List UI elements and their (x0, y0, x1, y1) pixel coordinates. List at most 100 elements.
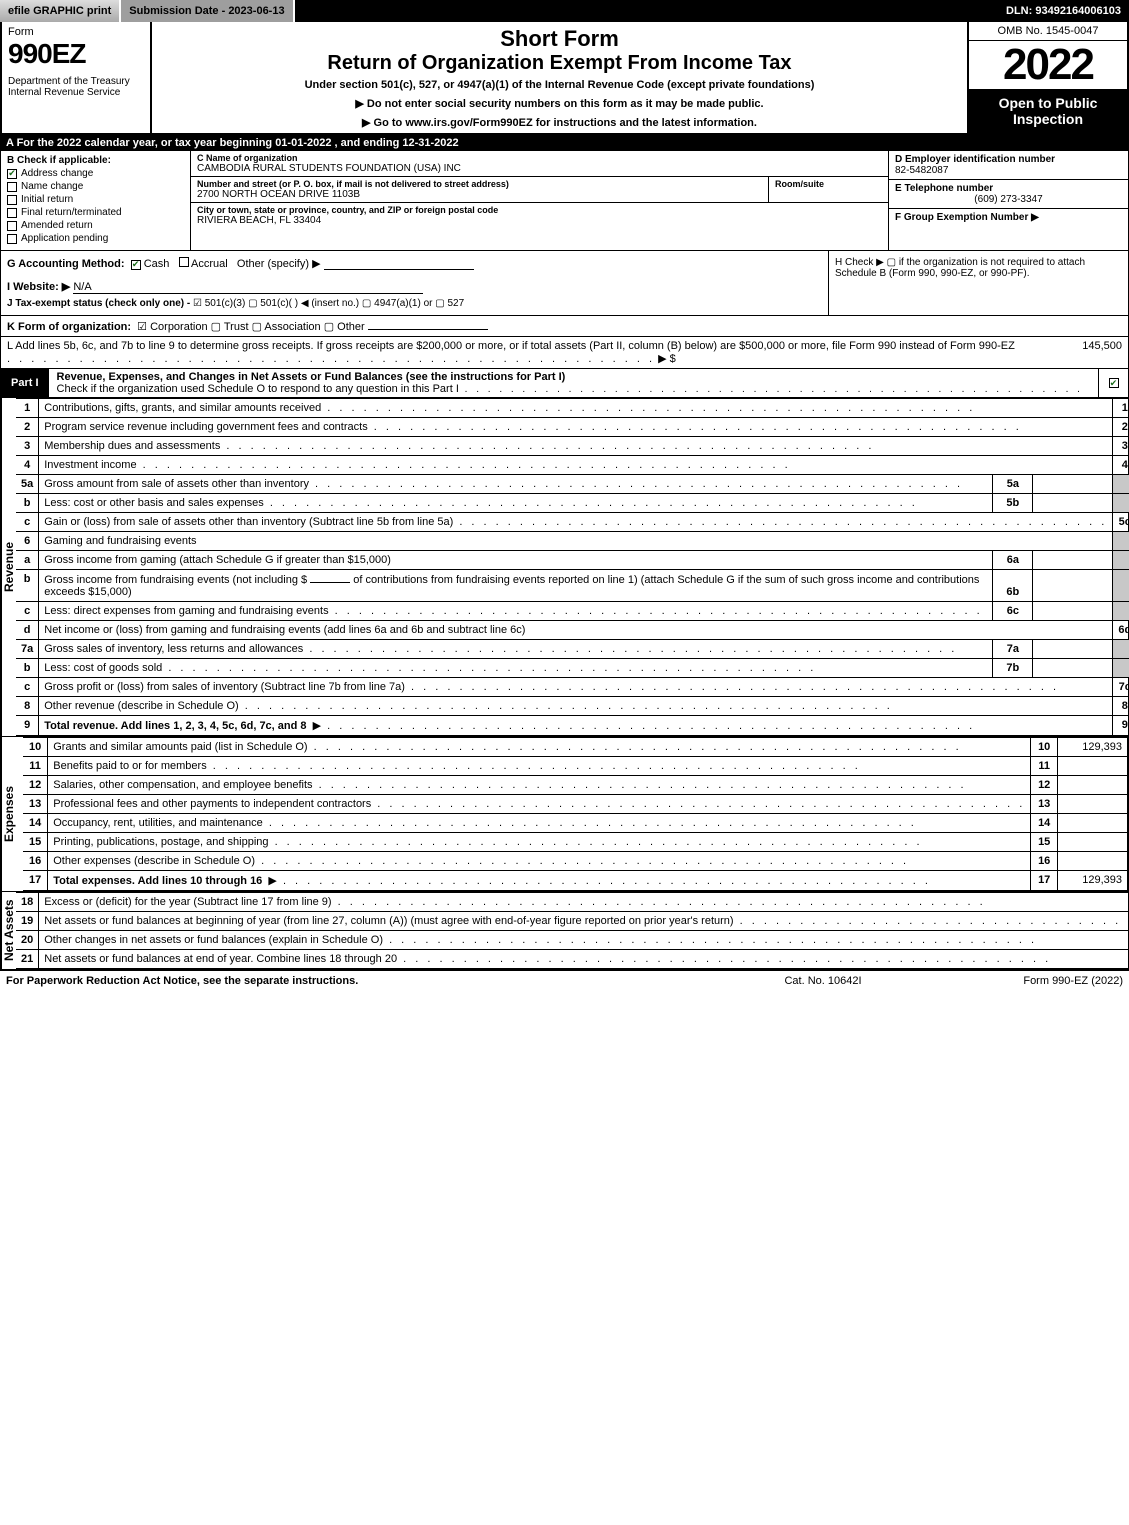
line-ref: 11 (1031, 757, 1058, 776)
line-17: 17Total expenses. Add lines 10 through 1… (23, 871, 1128, 891)
chk-final-return[interactable]: Final return/terminated (7, 207, 184, 218)
expenses-table: 10Grants and similar amounts paid (list … (23, 737, 1128, 891)
line-1: 1Contributions, gifts, grants, and simil… (16, 399, 1129, 418)
checkbox-icon (7, 221, 17, 231)
line-ref: 6d (1113, 621, 1129, 640)
line-num: 14 (23, 814, 48, 833)
col-b-checkboxes: B Check if applicable: Address change Na… (1, 151, 191, 250)
row-i-inline: I Website: ▶ N/A (7, 280, 822, 294)
line-ref: 2 (1113, 418, 1129, 437)
l-text: L Add lines 5b, 6c, and 7b to line 9 to … (7, 340, 1022, 365)
f-label: F Group Exemption Number ▶ (895, 212, 1122, 223)
line-desc: Investment income (39, 456, 1113, 475)
line-11: 11Benefits paid to or for members11 (23, 757, 1128, 776)
chk-application-pending[interactable]: Application pending (7, 233, 184, 244)
chk-name-change[interactable]: Name change (7, 181, 184, 192)
sub-ref: 5a (993, 475, 1033, 494)
line-desc: Total expenses. Add lines 10 through 16 … (48, 871, 1031, 891)
part1-title-cell: Revenue, Expenses, and Changes in Net As… (49, 369, 1098, 397)
b-label: B Check if applicable: (7, 155, 184, 166)
part1-title: Revenue, Expenses, and Changes in Net As… (57, 371, 566, 383)
grey-cell (1113, 640, 1129, 659)
grey-cell (1113, 532, 1129, 551)
line-num: 7a (16, 640, 39, 659)
row-gh: G Accounting Method: Cash Accrual Other … (0, 251, 1129, 316)
line-ref: 12 (1031, 776, 1058, 795)
chk-accrual[interactable] (179, 257, 189, 267)
sub-ref: 6c (993, 602, 1033, 621)
sub-value (1033, 475, 1113, 494)
j-options: ☑ 501(c)(3) ▢ 501(c)( ) ◀ (insert no.) ▢… (193, 298, 464, 309)
top-bar: efile GRAPHIC print Submission Date - 20… (0, 0, 1129, 22)
c-city-cell: City or town, state or province, country… (191, 203, 888, 228)
line-ref: 8 (1113, 697, 1129, 716)
line-21: 21Net assets or fund balances at end of … (16, 950, 1129, 969)
c-street-row: Number and street (or P. O. box, if mail… (191, 177, 888, 203)
sub-value (1033, 640, 1113, 659)
d-ein-cell: D Employer identification number 82-5482… (889, 151, 1128, 180)
footer-form: Form 990-EZ (2022) (923, 975, 1123, 987)
efile-print-label[interactable]: efile GRAPHIC print (0, 0, 121, 22)
line-6: 6Gaming and fundraising events (16, 532, 1129, 551)
line-desc: Gross sales of inventory, less returns a… (39, 640, 993, 659)
instr-ssn: ▶ Do not enter social security numbers o… (162, 97, 957, 110)
form-header: Form 990EZ Department of the Treasury In… (0, 22, 1129, 135)
line-7a: 7aGross sales of inventory, less returns… (16, 640, 1129, 659)
line-20: 20Other changes in net assets or fund ba… (16, 931, 1129, 950)
k-options: ☑ Corporation ▢ Trust ▢ Association ▢ Ot… (137, 321, 365, 333)
checkbox-icon (7, 208, 17, 218)
grey-cell (1113, 602, 1129, 621)
g-other-label: Other (specify) ▶ (237, 258, 321, 270)
line-desc: Gain or (loss) from sale of assets other… (39, 513, 1113, 532)
part1-schedule-o-check[interactable] (1098, 369, 1128, 397)
line-num: 21 (16, 950, 39, 969)
chk-label: Initial return (21, 194, 73, 205)
line-num: 8 (16, 697, 39, 716)
line-num: 20 (16, 931, 39, 950)
d-label: D Employer identification number (895, 154, 1122, 165)
line-ref: 4 (1113, 456, 1129, 475)
line-value (1058, 776, 1128, 795)
line-ref: 14 (1031, 814, 1058, 833)
instr-goto: ▶ Go to www.irs.gov/Form990EZ for instru… (162, 116, 957, 129)
line-8: 8Other revenue (describe in Schedule O)8 (16, 697, 1129, 716)
line-desc: Printing, publications, postage, and shi… (48, 833, 1031, 852)
line-7c: cGross profit or (loss) from sales of in… (16, 678, 1129, 697)
chk-amended-return[interactable]: Amended return (7, 220, 184, 231)
line-num: b (16, 494, 39, 513)
k-other-blank[interactable] (368, 319, 488, 330)
grey-cell (1113, 494, 1129, 513)
line-num: 2 (16, 418, 39, 437)
grey-cell (1113, 475, 1129, 494)
sub-ref: 6a (993, 551, 1033, 570)
line-3: 3Membership dues and assessments3 (16, 437, 1129, 456)
line-desc: Net income or (loss) from gaming and fun… (39, 621, 1113, 640)
omb-number: OMB No. 1545-0047 (969, 22, 1127, 41)
entity-block: B Check if applicable: Address change Na… (0, 151, 1129, 251)
l-arrow: ▶ $ (658, 353, 676, 365)
g-other-blank[interactable] (324, 258, 474, 270)
chk-address-change[interactable]: Address change (7, 168, 184, 179)
row-l-gross-receipts: L Add lines 5b, 6c, and 7b to line 9 to … (0, 337, 1129, 369)
line-ref: 13 (1031, 795, 1058, 814)
fundraising-blank[interactable] (310, 573, 350, 583)
chk-cash[interactable] (131, 260, 141, 270)
line-value (1058, 757, 1128, 776)
chk-label: Final return/terminated (21, 207, 122, 218)
line-5b: bLess: cost or other basis and sales exp… (16, 494, 1129, 513)
line-desc: Other expenses (describe in Schedule O) (48, 852, 1031, 871)
c-name-cell: C Name of organization CAMBODIA RURAL ST… (191, 151, 888, 177)
line-value (1058, 795, 1128, 814)
g-accrual-label: Accrual (191, 258, 228, 270)
line-value (1058, 833, 1128, 852)
line-ref: 7c (1113, 678, 1129, 697)
netassets-section: Net Assets 18Excess or (deficit) for the… (0, 892, 1129, 970)
line-desc: Net assets or fund balances at end of ye… (39, 950, 1129, 969)
chk-initial-return[interactable]: Initial return (7, 194, 184, 205)
chk-label: Name change (21, 181, 83, 192)
vtab-expenses: Expenses (1, 737, 23, 891)
chk-label: Address change (21, 168, 93, 179)
revenue-table: 1Contributions, gifts, grants, and simil… (16, 398, 1129, 736)
c-name-label: C Name of organization (197, 153, 882, 163)
expenses-section: Expenses 10Grants and similar amounts pa… (0, 737, 1129, 892)
